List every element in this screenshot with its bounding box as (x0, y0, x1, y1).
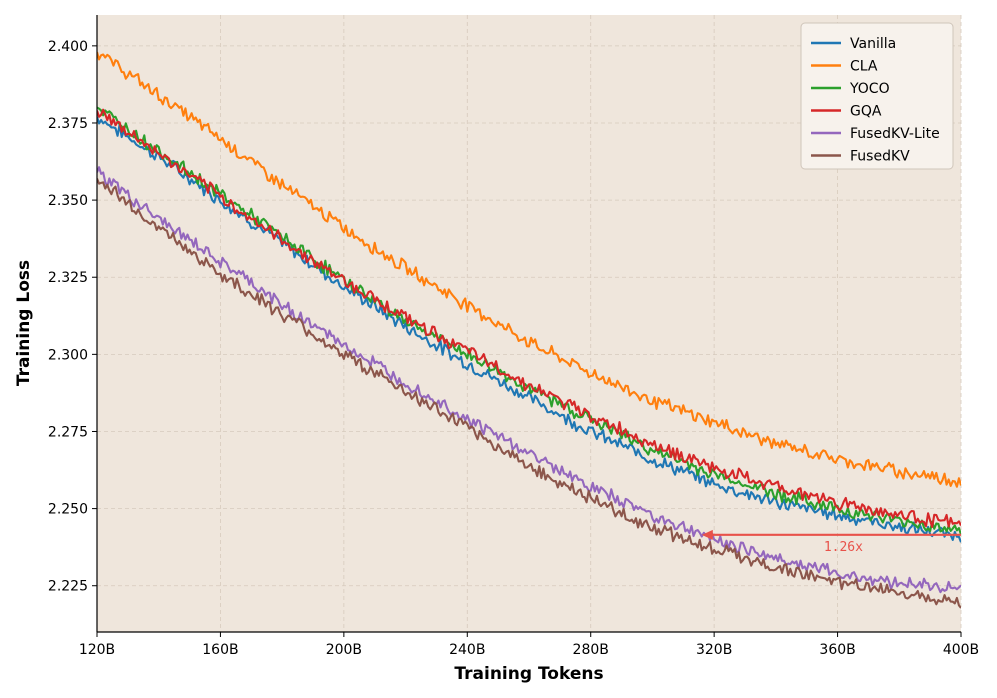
legend-label-cla: CLA (850, 59, 878, 75)
series-line-fusedkv (97, 178, 961, 609)
grid (96, 15, 962, 632)
legend-label-vanilla: Vanilla (850, 36, 896, 52)
axes (96, 15, 961, 633)
legend-label-fusedkv: FusedKV (850, 149, 910, 165)
x-tick-label: 120B (79, 642, 115, 658)
x-tick-label: 360B (819, 642, 855, 658)
series-line-fusedkv-lite (97, 166, 961, 594)
legend-label-yoco: YOCO (849, 81, 890, 97)
speedup-label: 1.26x (824, 540, 863, 555)
y-tick-label: 2.325 (48, 270, 88, 286)
y-tick-label: 2.250 (48, 502, 88, 518)
series-line-cla (97, 51, 961, 488)
x-tick-label: 400B (943, 642, 979, 658)
x-tick-label: 160B (202, 642, 238, 658)
y-tick-label: 2.300 (48, 347, 88, 363)
x-axis-title: Training Tokens (454, 664, 603, 684)
y-tick-label: 2.375 (48, 116, 88, 132)
speedup-arrow-head (701, 529, 713, 540)
y-tick-label: 2.275 (48, 424, 88, 440)
x-tick-label: 280B (573, 642, 609, 658)
y-tick-label: 2.350 (48, 193, 88, 209)
tick-labels: 120B 160B 200B 240B 280B 320B 360B 400B 2.225 2.2… (48, 39, 979, 658)
x-tick-label: 200B (326, 642, 362, 658)
x-tick-label: 320B (696, 642, 732, 658)
legend: Vanilla CLA YOCO GQA FusedKV-Lite FusedKV (800, 22, 954, 170)
y-tick-label: 2.400 (48, 39, 88, 55)
y-axis-title: Training Loss (14, 260, 34, 386)
series-line-gqa (97, 108, 961, 528)
series-lines (97, 51, 961, 609)
x-tick-label: 240B (449, 642, 485, 658)
legend-label-fusedkv-lite: FusedKV-Lite (850, 126, 940, 142)
y-tick-label: 2.225 (48, 579, 88, 595)
annotation: 1.26x (701, 529, 961, 555)
legend-label-gqa: GQA (850, 104, 882, 120)
